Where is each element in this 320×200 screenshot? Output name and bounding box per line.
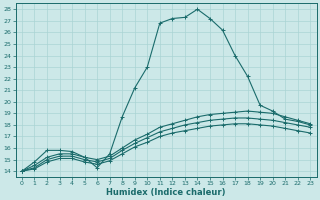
X-axis label: Humidex (Indice chaleur): Humidex (Indice chaleur): [106, 188, 226, 197]
